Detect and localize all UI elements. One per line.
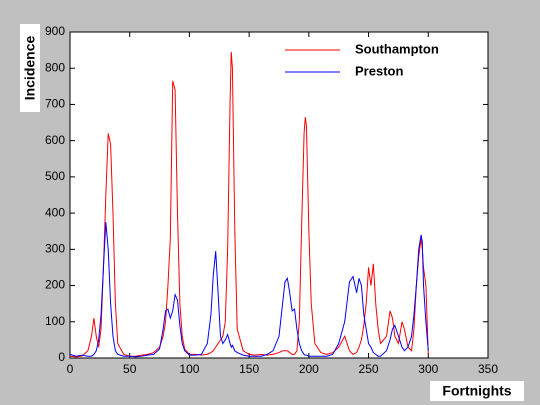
y-tick-label: 200 bbox=[45, 278, 65, 292]
y-tick-label: 800 bbox=[45, 60, 65, 74]
legend-label: Southampton bbox=[355, 41, 439, 56]
x-axis-label: Fortnights bbox=[442, 383, 511, 399]
label-bg bbox=[20, 24, 40, 112]
y-tick-label: 300 bbox=[45, 242, 65, 256]
y-label-box: Incidence bbox=[20, 24, 40, 112]
x-tick-label: 0 bbox=[67, 362, 74, 376]
x-tick-label: 250 bbox=[359, 362, 379, 376]
series-line bbox=[69, 222, 429, 358]
y-tick-label: 500 bbox=[45, 169, 65, 183]
y-tick-label: 600 bbox=[45, 133, 65, 147]
x-tick-label: 350 bbox=[478, 362, 498, 376]
y-tick-label: 900 bbox=[45, 24, 65, 38]
x-tick-label: 150 bbox=[239, 362, 259, 376]
y-tick-label: 700 bbox=[45, 97, 65, 111]
y-tick-label: 100 bbox=[45, 314, 65, 328]
y-tick-label: 400 bbox=[45, 205, 65, 219]
label-bg bbox=[430, 381, 524, 401]
legend-label: Preston bbox=[355, 63, 403, 78]
x-tick-label: 100 bbox=[179, 362, 199, 376]
x-tick-label: 50 bbox=[123, 362, 137, 376]
x-tick-label: 200 bbox=[299, 362, 319, 376]
x-tick-label: 300 bbox=[418, 362, 438, 376]
plot-area bbox=[69, 31, 489, 359]
y-axis-label: Incidence bbox=[22, 36, 38, 101]
y-tick-label: 0 bbox=[58, 350, 65, 364]
